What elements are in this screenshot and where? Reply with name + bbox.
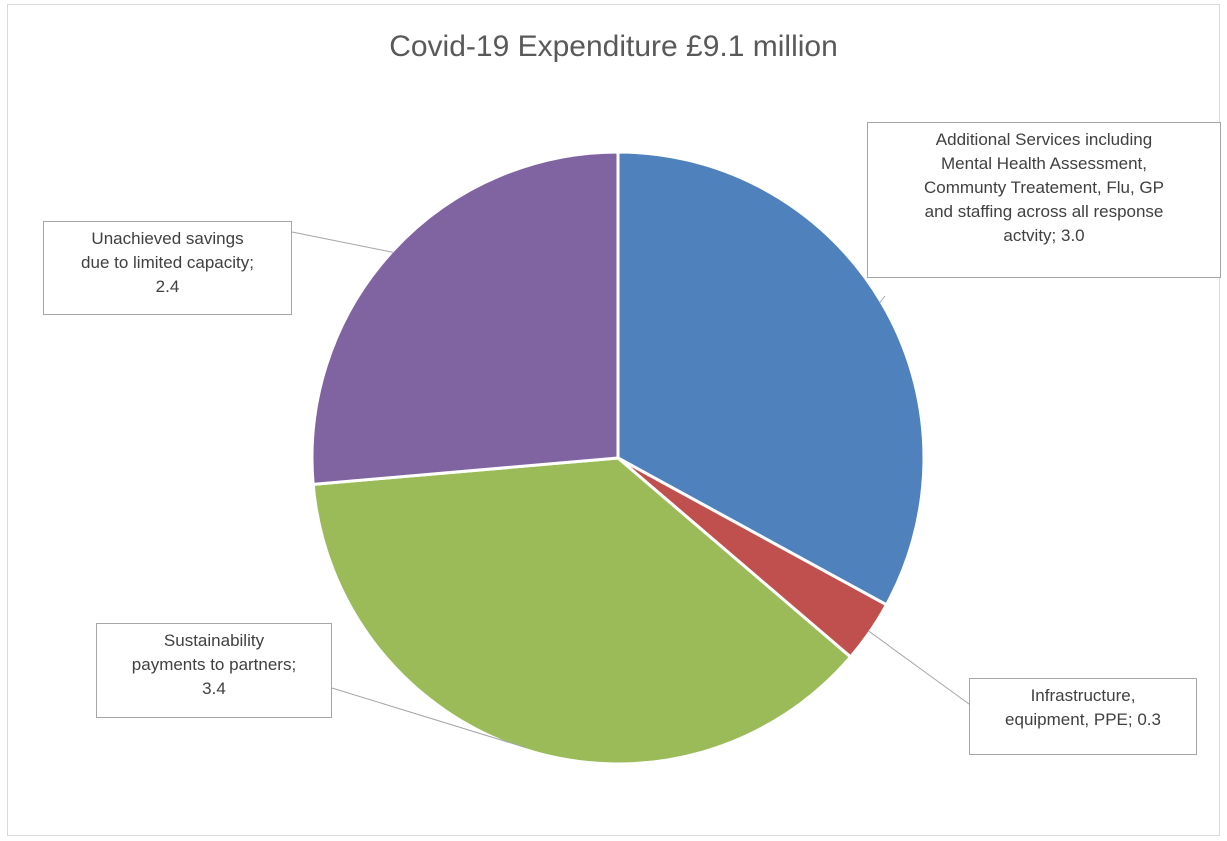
leader-line [867,630,981,713]
data-label-sustainability: Sustainability payments to partners; 3.4 [96,623,332,718]
leader-line [879,295,886,304]
leader-line [331,687,526,748]
data-label-unachieved-savings: Unachieved savings due to limited capaci… [43,221,292,315]
chart-title: Covid-19 Expenditure £9.1 million [389,30,838,63]
pie-slice-additional-services [616,150,926,607]
leader-line [291,231,395,253]
data-label-infrastructure: Infrastructure, equipment, PPE; 0.3 [969,678,1197,755]
pie-slice-unachieved-savings [310,150,620,486]
data-label-additional-services: Additional Services including Mental Hea… [867,122,1221,278]
pie-slice-sustainability [311,456,853,766]
